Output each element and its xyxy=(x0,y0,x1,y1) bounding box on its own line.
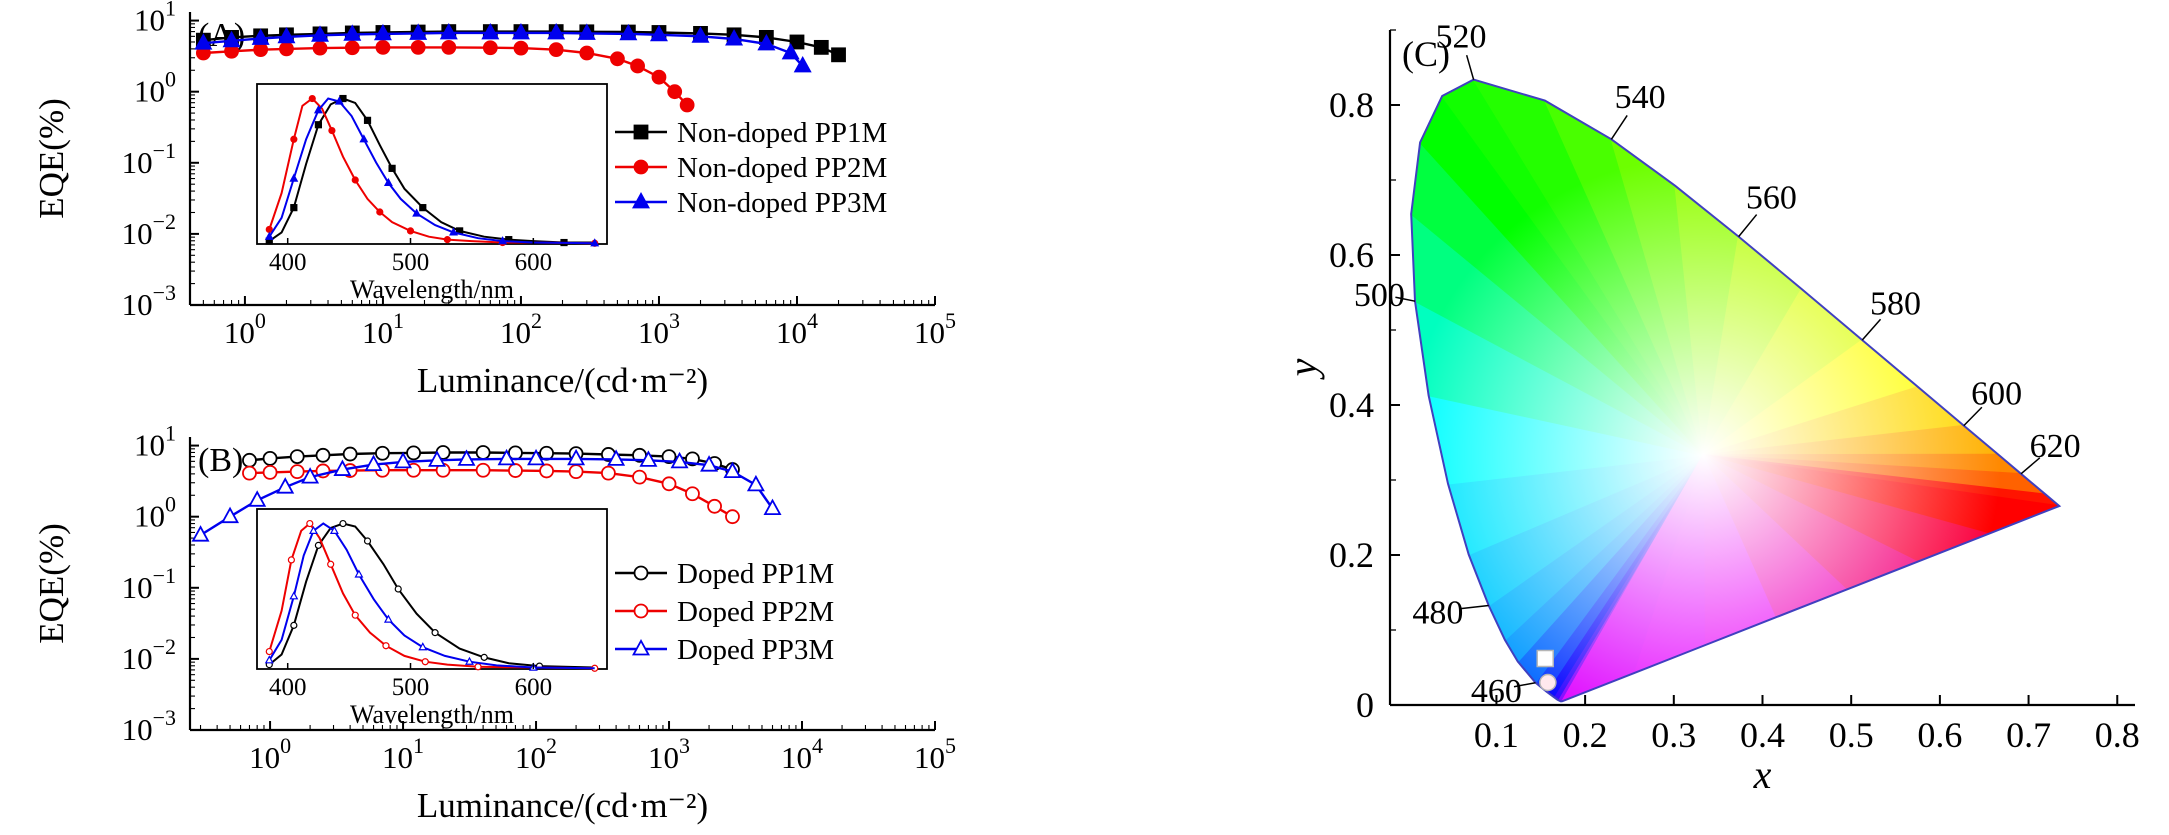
cie-color-field xyxy=(1411,79,2060,702)
y-axis-label: EQE(%) xyxy=(32,523,71,644)
inset-series-pp3m xyxy=(264,522,595,671)
x-tick-label: 104 xyxy=(781,733,823,775)
y-tick-label: 0.8 xyxy=(1329,85,1374,125)
panel-label: (B) xyxy=(198,442,243,479)
wavelength-label: 480 xyxy=(1412,594,1463,631)
inset-tick-label: 600 xyxy=(515,674,553,701)
axes: 100 101 102 103 104 105 10−3 10−2 10−1 100 101 xyxy=(122,425,956,775)
x-tick-label: 0.4 xyxy=(1740,715,1785,755)
wavelength-label: 540 xyxy=(1615,79,1666,116)
x-tick-label: 102 xyxy=(515,733,557,775)
panel-b-eqe-chart: 100 101 102 103 104 105 10−3 10−2 10−1 100 101 Lumi… xyxy=(32,425,956,825)
y-tick-label: 10−1 xyxy=(122,563,176,605)
wavelength-tick xyxy=(1610,115,1628,140)
legend-label: Doped PP1M xyxy=(677,558,834,590)
series-doped-pp3m xyxy=(191,448,782,542)
x-tick-label: 103 xyxy=(638,308,680,350)
cie-device-point-square xyxy=(1536,649,1554,668)
inset-tick-label: 500 xyxy=(392,249,430,276)
y-axis-label: EQE(%) xyxy=(32,98,71,219)
series-doped-pp2m xyxy=(242,462,740,525)
wavelength-label: 620 xyxy=(2030,428,2081,465)
spectral-locus xyxy=(1410,78,2062,703)
axes: 100 101 102 103 104 105 10−3 10−2 10−1 100 101 xyxy=(122,0,956,350)
wavelength-label: 520 xyxy=(1435,18,1486,55)
wavelength-tick xyxy=(1465,55,1475,80)
legend-label: Doped PP2M xyxy=(677,596,834,628)
wavelength-label: 560 xyxy=(1746,180,1797,217)
y-tick-label: 10−2 xyxy=(122,209,176,251)
inset-tick-label: 400 xyxy=(269,249,307,276)
x-tick-label: 0.3 xyxy=(1651,715,1696,755)
wavelength-tick xyxy=(2020,457,2041,475)
y-tick-label: 0.6 xyxy=(1329,235,1374,275)
cie-device-point-circle xyxy=(1539,673,1557,692)
legend-label: Doped PP3M xyxy=(677,634,834,666)
y-axis-label: y xyxy=(1280,358,1325,380)
legend-label: Non-doped PP1M xyxy=(677,117,887,149)
inset-tick-label: 600 xyxy=(515,249,553,276)
x-tick-label: 0.5 xyxy=(1829,715,1874,755)
x-tick-label: 102 xyxy=(500,308,542,350)
x-axis-label: x xyxy=(1753,752,1772,797)
x-tick-label: 105 xyxy=(914,308,956,350)
x-tick-label: 101 xyxy=(362,308,404,350)
y-tick-label: 10−3 xyxy=(122,705,176,747)
x-axis-label: Luminance/(cd·m⁻²) xyxy=(417,786,708,825)
inset-x-axis-label: Wavelength/nm xyxy=(350,275,514,304)
wavelength-tick xyxy=(1738,214,1758,238)
wavelength-label: 460 xyxy=(1471,673,1522,710)
x-axis-label: Luminance/(cd·m⁻²) xyxy=(417,361,708,400)
y-tick-label: 100 xyxy=(134,67,176,109)
wavelength-label: 580 xyxy=(1870,285,1921,322)
x-tick-label: 103 xyxy=(648,733,690,775)
y-tick-label: 101 xyxy=(134,425,176,463)
inset-tick-label: 500 xyxy=(392,674,430,701)
y-tick-label: 0.4 xyxy=(1329,385,1374,425)
y-tick-label: 100 xyxy=(134,492,176,534)
x-tick-label: 100 xyxy=(249,733,291,775)
inset-series-pp1m xyxy=(265,94,595,247)
x-tick-label: 101 xyxy=(382,733,424,775)
x-tick-label: 0.8 xyxy=(2095,715,2140,755)
wavelength-tick xyxy=(1395,296,1416,302)
y-tick-label: 101 xyxy=(134,0,176,38)
axes: 0.1 0.2 0.3 0.4 0.5 0.6 0.7 0.8 0 0.2 0.4 0.6 0.8 xyxy=(1329,29,2140,755)
series-non-doped-pp3m xyxy=(194,22,812,73)
y-tick-label: 10−3 xyxy=(122,280,176,322)
x-tick-label: 0.1 xyxy=(1474,715,1519,755)
wavelength-tick xyxy=(1460,604,1489,610)
panel-label: (C) xyxy=(1402,34,1450,74)
wavelength-label: 500 xyxy=(1354,277,1405,314)
series-non-doped-pp2m xyxy=(195,39,695,113)
x-tick-label: 100 xyxy=(224,308,266,350)
inset-series-pp3m xyxy=(264,96,600,247)
y-tick-label: 10−1 xyxy=(122,138,176,180)
wavelength-tick xyxy=(1513,681,1536,688)
x-tick-label: 0.7 xyxy=(2006,715,2051,755)
inset-series-pp2m xyxy=(265,519,599,672)
inset-tick-label: 400 xyxy=(269,674,307,701)
legend-label: Non-doped PP3M xyxy=(677,187,887,219)
inset-x-axis-label: Wavelength/nm xyxy=(350,700,514,729)
legend-label: Non-doped PP2M xyxy=(677,152,887,184)
x-tick-label: 104 xyxy=(776,308,818,350)
x-tick-label: 0.6 xyxy=(1917,715,1962,755)
wavelength-tick xyxy=(1861,318,1882,341)
panel-c-cie-chart: 0.1 0.2 0.3 0.4 0.5 0.6 0.7 0.8 0 0.2 0.4 0.6 0.8 x y (… xyxy=(1280,18,2140,797)
wavelength-label: 600 xyxy=(1971,375,2022,412)
legend: Doped PP1M Doped PP2M Doped PP3M xyxy=(615,558,834,666)
x-tick-label: 0.2 xyxy=(1563,715,1608,755)
x-tick-label: 105 xyxy=(914,733,956,775)
y-tick-label: 0 xyxy=(1356,685,1374,725)
y-tick-label: 10−2 xyxy=(122,634,176,676)
panel-a-eqe-chart: 100 101 102 103 104 105 10−3 10−2 10−1 100 101 Lumi… xyxy=(32,0,956,400)
y-tick-label: 0.2 xyxy=(1329,535,1374,575)
wavelength-tick xyxy=(1963,406,1983,427)
